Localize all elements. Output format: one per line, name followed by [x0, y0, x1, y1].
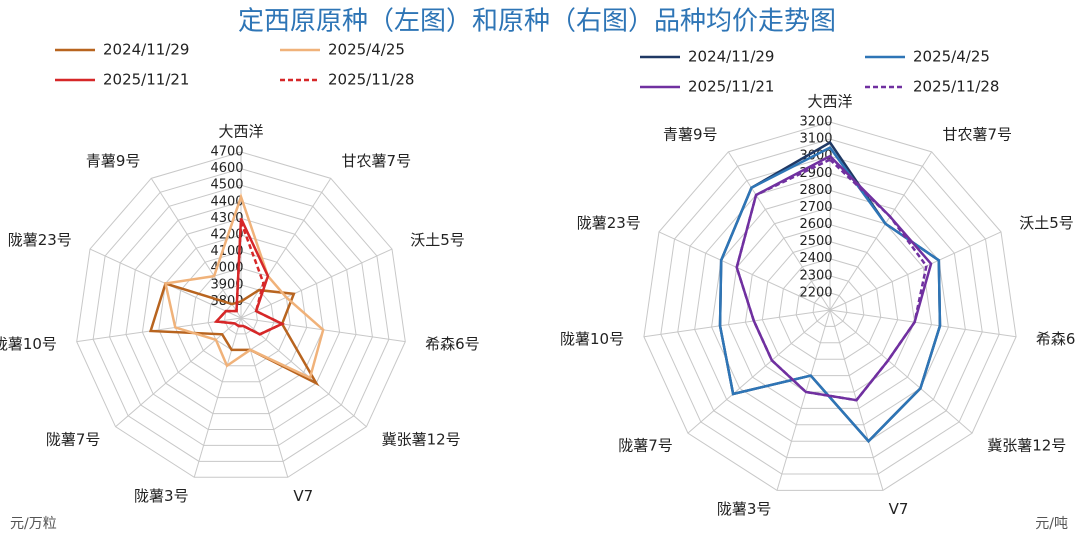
grid-ring [812, 292, 848, 327]
category-label: 冀张薯12号 [382, 430, 461, 448]
series-line [148, 281, 320, 387]
category-label: 陇薯23号 [577, 214, 641, 232]
spoke [240, 248, 393, 319]
category-label: 甘农薯7号 [342, 152, 412, 170]
grid-ring [643, 121, 1017, 491]
spoke [829, 309, 1017, 338]
grid-ring [109, 184, 373, 446]
category-label: V7 [293, 487, 313, 505]
spoke [150, 178, 242, 319]
r-tick-label: 2300 [799, 268, 832, 283]
spoke [727, 151, 831, 311]
r-tick-label: 2400 [799, 251, 832, 266]
category-label: 冀张薯12号 [987, 437, 1066, 455]
grid-ring [660, 138, 1000, 475]
spoke [829, 309, 973, 434]
spoke [776, 309, 831, 491]
legend-label: 2025/11/28 [328, 71, 414, 89]
category-label: 陇薯3号 [134, 487, 189, 505]
category-label: 陇薯3号 [717, 500, 772, 518]
page-title: 定西原原种（左图）和原种（右图）品种均价走势图 [238, 7, 836, 37]
grid-ring [761, 241, 899, 377]
r-tick-label: 2500 [799, 234, 832, 249]
category-label: V7 [889, 500, 909, 518]
r-tick-label: 4300 [210, 211, 243, 226]
category-label: 大西洋 [218, 123, 263, 141]
r-tick-label: 3200 [799, 115, 832, 130]
unit-label: 元/吨 [1035, 516, 1068, 532]
spoke [829, 231, 1002, 311]
spoke [240, 317, 289, 478]
spoke [829, 151, 933, 311]
grid-ring [677, 155, 983, 459]
spoke [115, 317, 242, 428]
unit-label: 元/万粒 [10, 516, 57, 532]
series-line [735, 158, 928, 402]
grid-ring [744, 224, 916, 393]
spoke [76, 317, 242, 343]
grid-ring [694, 172, 966, 442]
r-tick-label: 4100 [210, 244, 243, 259]
legend-label: 2025/4/25 [913, 48, 990, 66]
category-label: 希森6号 [425, 335, 480, 353]
grid-ring [795, 275, 865, 344]
series-line [163, 192, 325, 380]
legend-label: 2025/11/21 [103, 71, 189, 89]
r-tick-label: 2700 [799, 200, 832, 215]
category-label: 陇薯10号 [560, 330, 624, 348]
grid-ring [727, 206, 933, 409]
spoke [193, 317, 242, 478]
category-label: 陇薯23号 [8, 231, 72, 249]
spoke [643, 309, 831, 338]
grid-ring [76, 151, 406, 478]
grid-ring [778, 258, 882, 360]
r-tick-label: 4400 [210, 194, 243, 209]
grid-ring [92, 168, 390, 462]
category-label: 沃土5号 [1019, 214, 1074, 232]
r-tick-label: 4500 [210, 178, 243, 193]
series-line [718, 146, 942, 444]
grid-ring [174, 251, 308, 383]
r-tick-label: 3900 [210, 277, 243, 292]
grid-ring [141, 217, 341, 415]
legend-label: 2024/11/29 [103, 41, 189, 59]
grid-ring [158, 234, 324, 399]
legend-label: 2025/11/21 [688, 78, 774, 96]
grid-ring [125, 201, 357, 430]
category-label: 青薯9号 [86, 152, 141, 170]
r-tick-label: 4700 [210, 145, 243, 160]
spoke [240, 317, 367, 428]
spoke [658, 231, 831, 311]
legend-label: 2025/11/28 [913, 78, 999, 96]
r-tick-label: 4600 [210, 161, 243, 176]
legend-label: 2025/4/25 [328, 41, 405, 59]
r-tick-label: 2800 [799, 183, 832, 198]
r-tick-label: 3100 [799, 132, 832, 147]
r-tick-label: 2600 [799, 217, 832, 232]
category-label: 沃土5号 [410, 231, 465, 249]
category-label: 希森6号 [1036, 330, 1075, 348]
grid-ring [711, 189, 949, 426]
series-line [735, 154, 933, 402]
category-label: 青薯9号 [663, 126, 718, 144]
spoke [240, 178, 332, 319]
category-label: 陇薯10号 [0, 335, 57, 353]
category-label: 甘农薯7号 [942, 126, 1012, 144]
r-tick-label: 2200 [799, 285, 832, 300]
category-label: 陇薯7号 [618, 437, 673, 455]
category-label: 大西洋 [807, 93, 852, 111]
category-label: 陇薯7号 [46, 430, 101, 448]
legend-label: 2024/11/29 [688, 48, 774, 66]
series-line [213, 221, 285, 336]
spoke [687, 309, 831, 434]
r-tick-label: 2900 [799, 166, 832, 181]
